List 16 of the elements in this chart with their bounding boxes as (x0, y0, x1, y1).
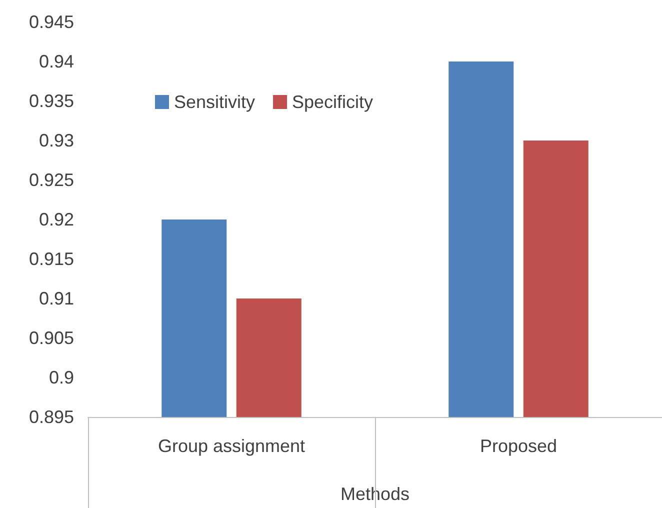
x-tick-label: Group assignment (158, 436, 306, 456)
y-tick-label: 0.895 (28, 407, 74, 427)
y-tick-label: 0.905 (28, 328, 74, 348)
y-tick-label: 0.91 (38, 288, 74, 308)
x-axis-title: Methods (340, 484, 410, 504)
y-tick-label: 0.94 (38, 52, 74, 72)
y-tick-label: 0.915 (28, 249, 74, 269)
x-tick-label: Proposed (480, 436, 558, 456)
y-tick-label: 0.935 (28, 91, 74, 111)
y-tick-label: 0.93 (38, 130, 74, 150)
y-tick-label: 0.92 (38, 210, 74, 230)
legend-label: Specificity (292, 92, 374, 112)
legend-label: Sensitivity (174, 92, 256, 112)
y-tick-label: 0.925 (28, 170, 74, 190)
y-tick-label: 0.9 (48, 368, 74, 388)
y-tick-label: 0.945 (28, 12, 74, 32)
